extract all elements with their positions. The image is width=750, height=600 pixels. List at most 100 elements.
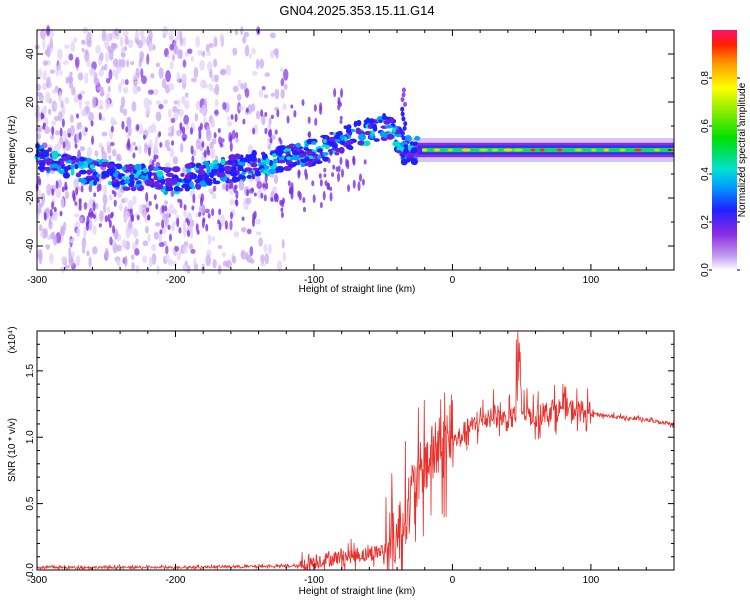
spectrogram-ridge-cell xyxy=(144,179,153,187)
spectrogram-noise-cell xyxy=(148,43,153,51)
spectrogram-noise-cell xyxy=(147,233,151,243)
spectrogram-noise-cell xyxy=(269,50,275,59)
spectrogram-noise-cell xyxy=(127,39,134,49)
spectrogram-noise-cell xyxy=(147,99,153,106)
spectrogram-noise-cell xyxy=(186,264,191,274)
spectrogram-noise-cell xyxy=(180,142,184,153)
spectrogram-streak-cell xyxy=(132,152,136,159)
spectrogram-streak-cell xyxy=(219,142,223,148)
spectrogram-noise-cell xyxy=(59,70,63,76)
spectrogram-noise-cell xyxy=(40,232,45,237)
spectrogram-streak-cell xyxy=(182,137,186,142)
spectrogram-noise-cell xyxy=(122,86,129,94)
spectrogram-ridge-cell xyxy=(234,153,241,160)
spectrogram-streak-cell xyxy=(148,200,152,207)
spectrogram-ridge-cell xyxy=(220,158,226,166)
spectrogram-streak-cell xyxy=(98,112,102,121)
spectrogram-streak-cell xyxy=(196,229,200,235)
spectrogram-noise-cell xyxy=(40,192,46,205)
spectrogram-noise-cell xyxy=(98,68,104,77)
spectrogram-noise-cell xyxy=(226,116,230,121)
spectrogram-streak-cell xyxy=(192,193,196,204)
spectrogram-ridge-cell xyxy=(251,149,257,157)
spectrogram-noise-cell xyxy=(101,65,106,71)
spectrogram-streak-cell xyxy=(202,217,206,223)
snr-y-tick-label: 1.0 xyxy=(25,430,36,444)
spectrogram-noise-cell xyxy=(105,32,112,42)
spectrogram-noise-cell xyxy=(138,123,143,135)
spectrogram-streak-cell xyxy=(290,104,294,109)
spectrogram-noise-cell xyxy=(65,76,69,85)
spectrogram-noise-cell xyxy=(220,68,227,76)
spectrogram-ridge-cell xyxy=(329,149,333,156)
spectrogram-ridge-cell xyxy=(373,138,380,142)
spectrogram-ridge-cell xyxy=(410,147,418,154)
spectrogram-noise-cell xyxy=(248,53,252,59)
spectrogram-ridge-cell xyxy=(409,141,414,146)
spectrogram-noise-cell xyxy=(62,60,69,66)
spectrogram-ridge-cell xyxy=(334,152,340,156)
spectrogram-streak-cell xyxy=(346,159,350,170)
spectrogram-ridge-cell xyxy=(173,185,181,192)
spectrogram-streak-cell xyxy=(260,109,264,117)
spectrogram-streak-cell xyxy=(290,187,294,196)
spectrogram-streak-cell xyxy=(264,173,268,183)
spectrogram-ridge-cell xyxy=(323,139,327,144)
spectrogram-noise-cell xyxy=(164,214,169,227)
spectrogram-noise-cell xyxy=(281,238,285,249)
spectrogram-ridge-cell xyxy=(96,173,101,178)
spectrogram-noise-cell xyxy=(42,70,47,81)
spectrogram-band-core xyxy=(421,147,674,153)
spectrogram-noise-cell xyxy=(207,61,213,72)
spectrogram-streak-cell xyxy=(297,169,301,179)
spectrogram-streak-cell xyxy=(155,203,159,210)
spectrogram-noise-cell xyxy=(120,96,126,108)
spectrogram-streak-cell xyxy=(327,158,331,164)
spectrogram-streak-cell xyxy=(159,141,163,148)
spectrogram-band-hotspot xyxy=(491,148,499,152)
spectrogram-noise-cell xyxy=(176,72,181,83)
spectrogram-noise-cell xyxy=(51,89,58,94)
spectrogram-streak-cell xyxy=(85,221,89,227)
spectrogram-ridge-cell xyxy=(296,148,301,152)
spectrogram-noise-cell xyxy=(81,39,86,45)
spectrogram-streak-cell xyxy=(274,129,278,135)
spectrogram-noise-cell xyxy=(113,28,120,37)
spectrogram-streak-cell xyxy=(337,165,341,173)
spectrogram-streak-cell xyxy=(78,131,82,141)
spectrogram-streak-cell xyxy=(323,173,327,178)
spectrogram-streak-cell xyxy=(164,205,168,212)
spectrogram-noise-cell xyxy=(76,227,81,236)
spectrogram-ridge-cell xyxy=(223,165,232,172)
colorbar-tick-label: 0.0 xyxy=(700,263,711,277)
colorbar-tick-label: 0.8 xyxy=(700,71,711,85)
spectrogram-streak-cell xyxy=(241,216,245,221)
spectrogram-noise-cell xyxy=(36,193,43,199)
spectrogram-noise-cell xyxy=(50,120,57,126)
spectrogram-noise-cell xyxy=(112,68,117,77)
spectrogram-noise-cell xyxy=(78,98,82,109)
spectrogram-noise-cell xyxy=(69,71,73,77)
spectrogram-ridge-cell xyxy=(244,167,253,172)
spectrogram-streak-cell xyxy=(53,206,57,212)
spectrogram-ridge-cell xyxy=(322,152,329,156)
spectrogram-band-hotspot xyxy=(634,148,642,152)
spectrogram-noise-cell xyxy=(153,88,159,96)
spectrogram-noise-cell xyxy=(171,53,175,62)
spectrogram-ridge-cell xyxy=(194,179,201,183)
spectrogram-noise-cell xyxy=(108,69,113,80)
spectrogram-streak-cell xyxy=(182,126,186,135)
spectrogram-noise-cell xyxy=(144,225,149,234)
spectrogram-streak-cell xyxy=(230,114,234,120)
spectrogram-noise-cell xyxy=(188,243,194,250)
spectrogram-noise-cell xyxy=(256,58,260,70)
spectrogram-noise-cell xyxy=(261,114,266,126)
spectrogram-noise-cell xyxy=(173,100,179,105)
spectrogram-streak-cell xyxy=(286,115,290,124)
spectrogram-noise-cell xyxy=(58,90,62,102)
spectrogram-noise-cell xyxy=(184,51,189,58)
spectrogram-streak-cell xyxy=(61,118,65,128)
spectrogram-ridge-cell xyxy=(39,161,46,167)
spectrogram-noise-cell xyxy=(37,68,43,80)
spectrogram-streak-cell xyxy=(191,205,195,211)
